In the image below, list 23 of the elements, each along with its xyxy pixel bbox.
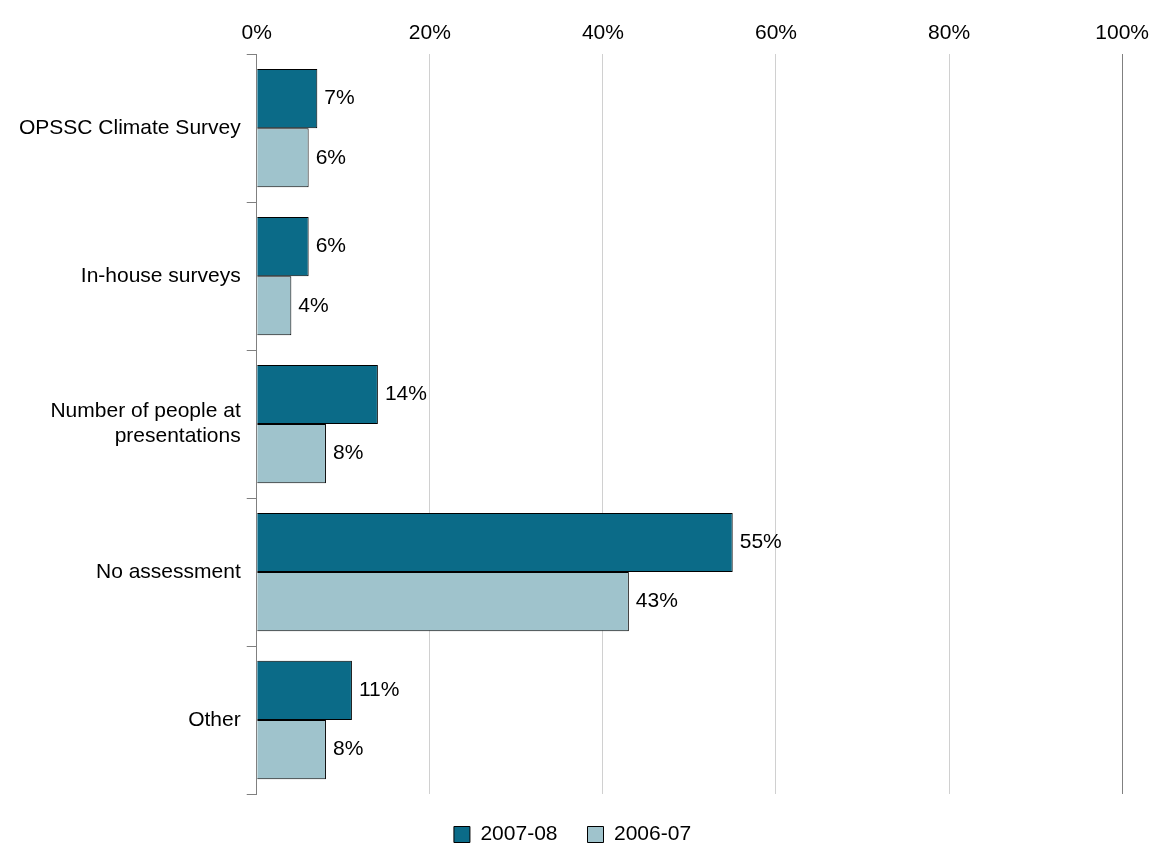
data-label: 11% <box>358 677 400 701</box>
data-label: 8% <box>332 736 364 760</box>
x-tick-label: 60% <box>754 20 797 44</box>
data-label: 7% <box>324 85 355 109</box>
x-tick-label: 0% <box>241 20 272 44</box>
y-tick-label: No assessment <box>96 558 241 582</box>
x-tick-label: 40% <box>581 20 624 44</box>
data-label: 14% <box>384 381 427 405</box>
data-label: 4% <box>298 292 329 316</box>
x-tick-label: 80% <box>928 20 971 44</box>
data-label: 6% <box>315 233 347 257</box>
x-tick-label: 20% <box>408 20 451 44</box>
y-tick-label: OPSSC Climate Survey <box>19 114 242 138</box>
data-label: 55% <box>739 529 782 553</box>
y-tick-label: In-house surveys <box>80 262 241 286</box>
legend-label: 2006-07 <box>614 821 692 845</box>
y-tick-label: Other <box>188 706 241 730</box>
data-label: 43% <box>635 588 678 612</box>
data-label: 6% <box>315 144 347 168</box>
data-label: 8% <box>332 440 364 464</box>
y-tick-label: Number of people at presentations <box>50 398 241 447</box>
x-tick-label: 100% <box>1095 20 1149 44</box>
legend-label: 2007-08 <box>480 821 558 845</box>
